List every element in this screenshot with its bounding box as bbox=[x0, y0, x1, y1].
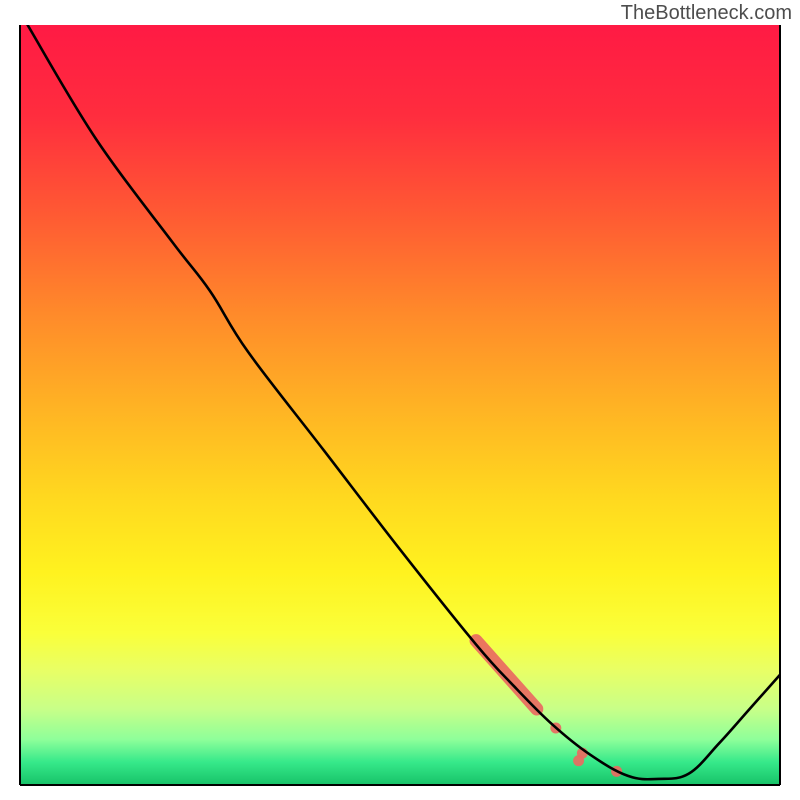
bottleneck-chart-svg bbox=[0, 0, 800, 800]
bottleneck-chart-container: TheBottleneck.com bbox=[0, 0, 800, 800]
chart-heat-background bbox=[20, 25, 780, 785]
watermark-text: TheBottleneck.com bbox=[621, 2, 792, 25]
highlight-dot bbox=[573, 755, 584, 766]
